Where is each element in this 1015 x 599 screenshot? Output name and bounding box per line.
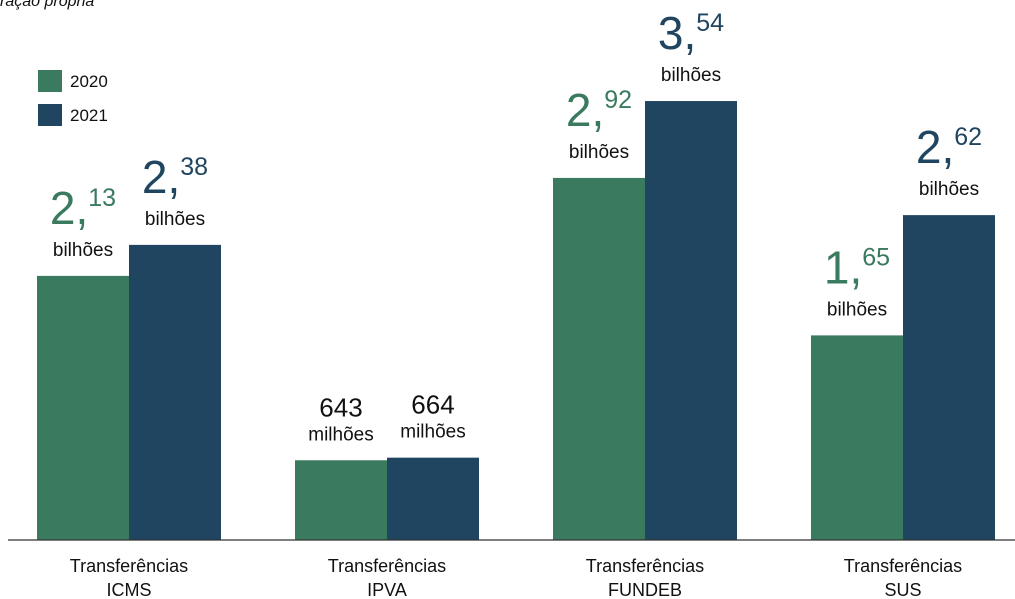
x-tick-label: SUS: [884, 580, 921, 599]
value-label-decimal: 62: [954, 123, 982, 151]
value-unit: bilhões: [569, 142, 629, 163]
value-label-integer: 2,: [50, 182, 88, 234]
bar: [553, 177, 645, 541]
x-tick-label: Transferências: [70, 556, 188, 576]
value-label-decimal: 13: [88, 184, 116, 212]
bar: [129, 244, 221, 540]
value-unit: bilhões: [919, 179, 979, 200]
bar: [811, 335, 903, 540]
value-unit: bilhões: [827, 299, 887, 320]
value-label: 664: [411, 390, 454, 420]
value-label-decimal: 38: [180, 153, 208, 181]
value-label: 1,65: [824, 241, 890, 293]
value-label-integer: 2,: [142, 151, 180, 203]
x-tick-label: Transferências: [328, 556, 446, 576]
value-label: 643: [319, 392, 362, 422]
bar: [387, 457, 479, 540]
value-label-integer: 2,: [566, 84, 604, 136]
value-unit: bilhões: [53, 240, 113, 261]
legend-swatch: [38, 104, 62, 126]
value-label-decimal: 92: [604, 86, 632, 114]
value-label-decimal: 54: [696, 9, 724, 37]
value-unit: bilhões: [661, 65, 721, 86]
bar: [645, 101, 737, 540]
bar: [295, 460, 387, 540]
x-tick-label: ICMS: [107, 580, 152, 599]
legend-label: 2020: [70, 72, 108, 91]
x-tick-label: Transferências: [586, 556, 704, 576]
value-label: 2,13: [50, 182, 116, 234]
value-unit: milhões: [308, 424, 373, 445]
x-tick-label: Transferências: [844, 556, 962, 576]
value-label: 2,38: [142, 151, 208, 203]
legend-label: 2021: [70, 106, 108, 125]
legend-swatch: [38, 70, 62, 92]
x-tick-label: IPVA: [367, 580, 407, 599]
value-unit: bilhões: [145, 209, 205, 230]
value-unit: milhões: [400, 422, 465, 443]
value-label-decimal: 65: [862, 243, 890, 271]
value-label-integer: 1,: [824, 241, 862, 293]
bar: [37, 275, 129, 540]
source-note: ração própria: [0, 0, 94, 10]
value-label: 2,92: [566, 84, 632, 136]
bar: [903, 215, 995, 540]
value-label-integer: 3,: [658, 7, 696, 59]
value-label-integer: 2,: [916, 121, 954, 173]
value-label: 3,54: [658, 7, 724, 59]
x-tick-label: FUNDEB: [608, 580, 682, 599]
value-label: 2,62: [916, 121, 982, 173]
